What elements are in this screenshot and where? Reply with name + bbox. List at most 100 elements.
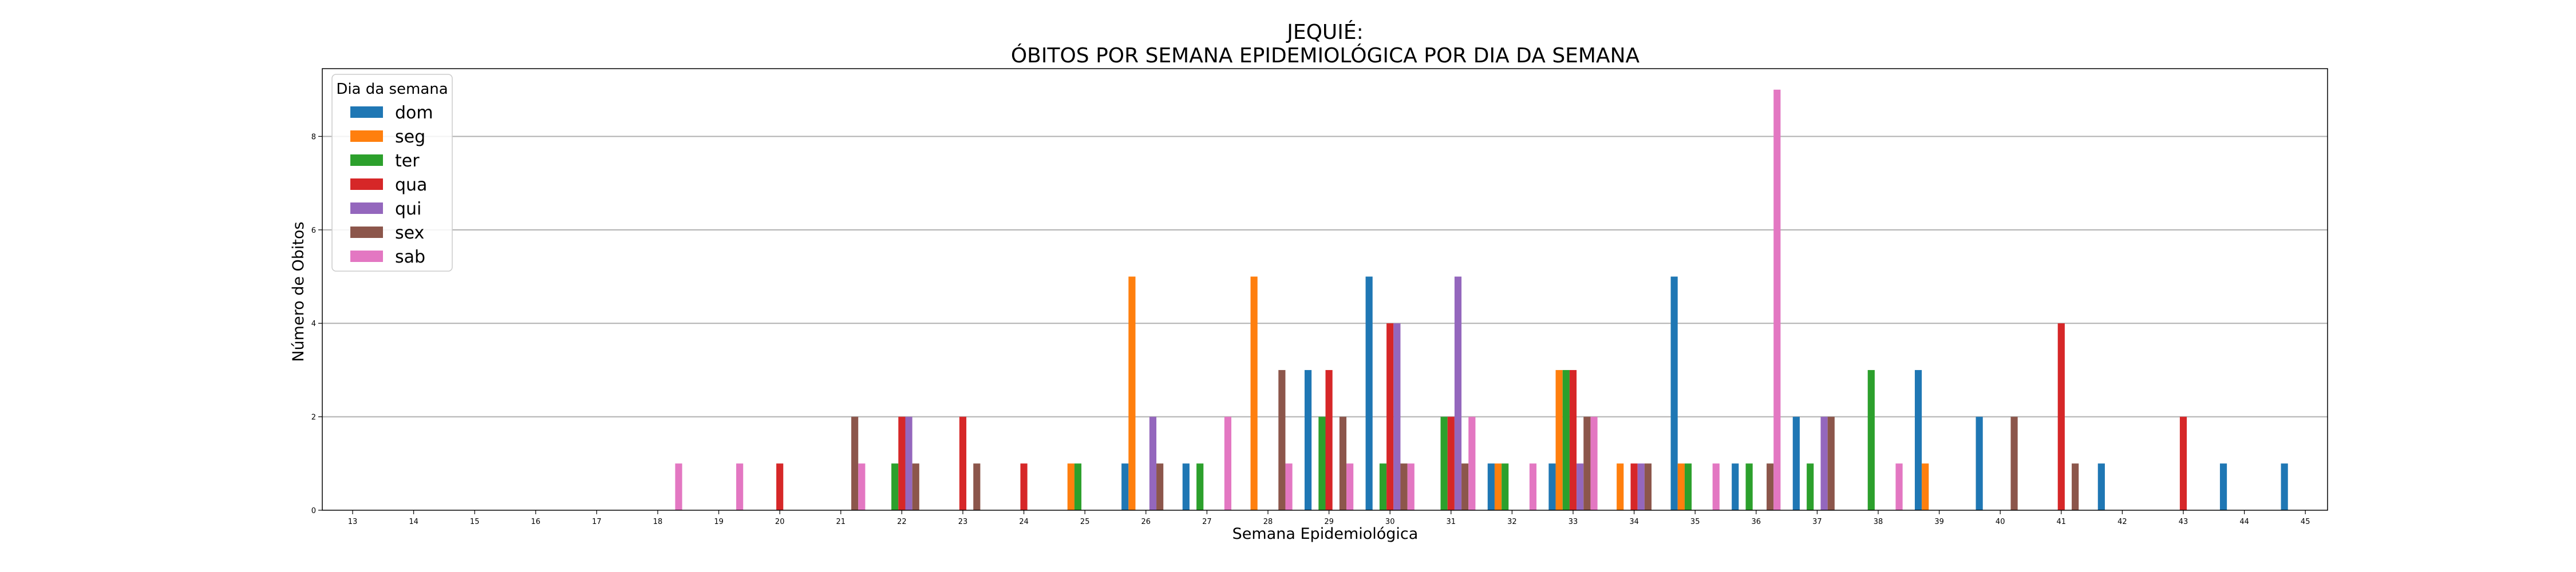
x-tick-label: 28 xyxy=(1263,518,1273,526)
bar-sex-41 xyxy=(2072,463,2079,510)
bar-qua-33 xyxy=(1569,370,1577,510)
bar-dom-30 xyxy=(1365,276,1373,510)
legend-title: Dia da semana xyxy=(336,81,448,98)
bar-ter-30 xyxy=(1379,463,1387,510)
bar-qui-31 xyxy=(1454,276,1462,510)
x-tick-label: 34 xyxy=(1629,518,1639,526)
bar-sab-36 xyxy=(1773,89,1781,510)
bar-seg-35 xyxy=(1677,463,1685,510)
bar-sab-32 xyxy=(1529,463,1537,510)
legend-label-qua: qua xyxy=(395,175,427,195)
x-tick-label: 38 xyxy=(1874,518,1883,526)
bar-dom-33 xyxy=(1548,463,1556,510)
bar-sex-40 xyxy=(2010,416,2018,510)
x-tick-label: 44 xyxy=(2239,518,2249,526)
x-tick-label: 16 xyxy=(531,518,541,526)
bars xyxy=(675,89,2288,510)
bar-ter-22 xyxy=(891,463,899,510)
x-tick-label: 18 xyxy=(653,518,663,526)
bar-qui-26 xyxy=(1149,416,1157,510)
x-tick-label: 24 xyxy=(1019,518,1029,526)
legend-label-sex: sex xyxy=(395,223,424,243)
legend-label-seg: seg xyxy=(395,127,425,147)
bar-dom-29 xyxy=(1304,370,1312,510)
bar-sex-30 xyxy=(1400,463,1408,510)
bar-dom-44 xyxy=(2219,463,2227,510)
bar-sex-21 xyxy=(851,416,859,510)
bar-sex-22 xyxy=(912,463,919,510)
legend-swatch-qua xyxy=(350,178,383,190)
bar-sex-29 xyxy=(1339,416,1347,510)
bar-qui-22 xyxy=(905,416,912,510)
y-tick-label: 0 xyxy=(311,507,316,515)
bar-qua-41 xyxy=(2057,323,2065,510)
x-axis-label: Semana Epidemiológica xyxy=(1232,525,1419,543)
bar-sab-27 xyxy=(1224,416,1232,510)
x-tick-label: 37 xyxy=(1812,518,1822,526)
x-tick-label: 36 xyxy=(1752,518,1761,526)
x-tick-label: 43 xyxy=(2179,518,2188,526)
x-tick-label: 13 xyxy=(348,518,358,526)
bar-qui-30 xyxy=(1393,323,1401,510)
bar-qua-22 xyxy=(898,416,906,510)
bar-qua-31 xyxy=(1447,416,1455,510)
x-tick-label: 39 xyxy=(1934,518,1944,526)
bar-dom-40 xyxy=(1976,416,1983,510)
y-tick-label: 2 xyxy=(311,414,316,422)
legend-label-dom: dom xyxy=(395,103,433,123)
legend-swatch-seg xyxy=(350,130,383,142)
bar-sab-19 xyxy=(736,463,744,510)
bar-qua-24 xyxy=(1020,463,1028,510)
bar-seg-34 xyxy=(1617,463,1624,510)
y-ticks: 0 2 4 6 8 xyxy=(311,133,322,515)
bar-qui-33 xyxy=(1577,463,1584,510)
x-tick-label: 26 xyxy=(1141,518,1151,526)
bar-sab-31 xyxy=(1468,416,1476,510)
x-tick-label: 20 xyxy=(775,518,785,526)
x-tick-label: 30 xyxy=(1385,518,1395,526)
bar-sab-28 xyxy=(1285,463,1293,510)
x-tick-label: 45 xyxy=(2301,518,2310,526)
bar-sab-30 xyxy=(1407,463,1415,510)
bar-dom-32 xyxy=(1487,463,1495,510)
bar-qua-30 xyxy=(1386,323,1394,510)
bar-ter-31 xyxy=(1440,416,1448,510)
chart-title-line-2: ÓBITOS POR SEMANA EPIDEMIOLÓGICA POR DIA… xyxy=(1011,43,1640,67)
bar-ter-33 xyxy=(1562,370,1570,510)
x-tick-label: 14 xyxy=(409,518,418,526)
bar-sex-31 xyxy=(1461,463,1469,510)
y-tick-label: 8 xyxy=(311,133,316,141)
y-axis-label: Número de Obitos xyxy=(290,221,307,362)
x-tick-label: 35 xyxy=(1690,518,1700,526)
bar-dom-27 xyxy=(1182,463,1190,510)
grid-lines xyxy=(322,136,2328,418)
bar-sab-33 xyxy=(1590,416,1598,510)
bar-dom-42 xyxy=(2097,463,2105,510)
legend-swatch-sab xyxy=(350,251,383,262)
bar-seg-32 xyxy=(1494,463,1502,510)
bar-sex-28 xyxy=(1278,370,1286,510)
bar-qua-34 xyxy=(1630,463,1638,510)
bar-dom-35 xyxy=(1670,276,1678,510)
bar-sex-23 xyxy=(973,463,981,510)
bar-sab-29 xyxy=(1346,463,1354,510)
bar-dom-26 xyxy=(1121,463,1129,510)
x-ticks: 13 14 15 16 17 18 19 20 21 22 23 24 25 26 27 28 29 30 31 32… xyxy=(348,510,2310,526)
plot-frame xyxy=(322,68,2328,511)
bar-sab-18 xyxy=(675,463,682,510)
bar-ter-35 xyxy=(1684,463,1692,510)
bar-seg-26 xyxy=(1128,276,1136,510)
bar-sex-26 xyxy=(1156,463,1164,510)
x-tick-label: 40 xyxy=(1996,518,2005,526)
bar-ter-37 xyxy=(1807,463,1814,510)
bar-seg-25 xyxy=(1067,463,1074,510)
legend-swatch-qui xyxy=(350,202,383,214)
bar-dom-37 xyxy=(1792,416,1800,510)
x-tick-label: 15 xyxy=(470,518,480,526)
legend: Dia da semana dom seg ter qua qui sex sab xyxy=(331,74,453,272)
x-tick-label: 23 xyxy=(958,518,968,526)
bar-qui-37 xyxy=(1820,416,1828,510)
bar-ter-25 xyxy=(1074,463,1082,510)
bar-qua-23 xyxy=(959,416,967,510)
